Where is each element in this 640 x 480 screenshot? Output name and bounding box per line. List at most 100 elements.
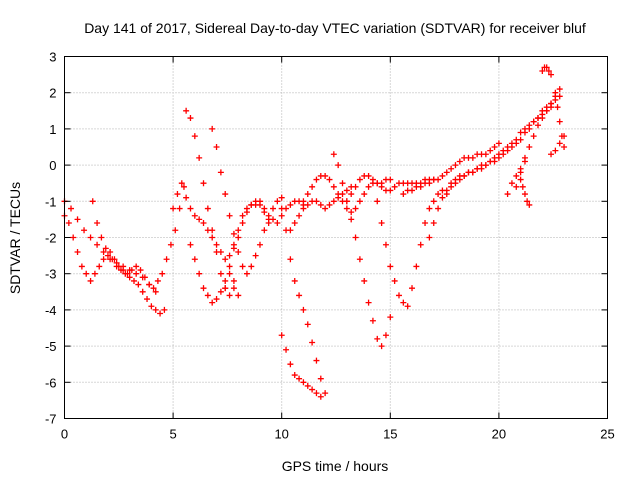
data-point xyxy=(552,89,559,96)
data-point xyxy=(196,270,203,277)
data-point xyxy=(283,346,290,353)
x-tick-label: 15 xyxy=(383,427,397,442)
data-point xyxy=(187,115,194,122)
data-point xyxy=(133,263,140,270)
series-arc-9 xyxy=(278,332,329,400)
data-point xyxy=(252,201,259,208)
data-point xyxy=(435,176,442,183)
data-point xyxy=(74,248,81,255)
data-point xyxy=(526,201,533,208)
data-point xyxy=(115,263,122,270)
data-point xyxy=(230,241,237,248)
data-point xyxy=(104,252,111,259)
data-point xyxy=(239,220,246,227)
data-point xyxy=(448,165,455,172)
data-point xyxy=(204,205,211,212)
data-point xyxy=(552,147,559,154)
data-point xyxy=(304,201,311,208)
data-point xyxy=(456,158,463,165)
data-point xyxy=(235,292,242,299)
data-point xyxy=(524,198,531,205)
y-tick-label: -2 xyxy=(45,231,57,246)
data-point xyxy=(430,198,437,205)
data-point xyxy=(322,205,329,212)
y-tick-label: -4 xyxy=(45,303,57,318)
data-point xyxy=(300,379,307,386)
data-point xyxy=(365,172,372,179)
data-point xyxy=(296,292,303,299)
data-point xyxy=(139,288,146,295)
data-point xyxy=(213,144,220,150)
data-point xyxy=(65,220,72,227)
data-point xyxy=(513,172,520,179)
data-point xyxy=(83,270,90,277)
data-point xyxy=(495,154,502,161)
data-point xyxy=(517,165,524,172)
data-point xyxy=(369,176,376,183)
data-point xyxy=(378,183,385,190)
data-point xyxy=(163,256,170,263)
data-point xyxy=(361,191,368,198)
data-point xyxy=(74,216,81,223)
data-point xyxy=(378,343,385,350)
x-tick-label: 5 xyxy=(169,427,176,442)
data-point xyxy=(287,201,294,208)
data-point xyxy=(191,256,198,263)
data-point xyxy=(304,191,311,198)
data-point xyxy=(534,122,541,129)
data-point xyxy=(443,191,450,198)
series-arc-5 xyxy=(183,107,237,299)
data-point xyxy=(200,180,207,187)
data-point xyxy=(461,172,468,179)
data-point xyxy=(78,263,85,270)
data-point xyxy=(456,176,463,183)
data-point xyxy=(148,303,155,310)
data-point xyxy=(561,133,568,140)
data-point xyxy=(87,234,94,241)
data-point xyxy=(519,183,526,190)
data-point xyxy=(335,162,342,169)
data-point xyxy=(235,227,242,234)
axis-ticks: 0 5 10 15 20 25 -7 -6 -5 -4 -3 -2 -1 0 1 2 3 xyxy=(45,50,615,442)
data-point xyxy=(452,180,459,187)
data-point xyxy=(513,183,520,190)
data-point xyxy=(204,292,211,299)
data-point xyxy=(313,357,320,364)
data-point xyxy=(196,216,203,223)
data-point xyxy=(217,169,224,176)
data-point xyxy=(265,212,272,219)
series-arc-25 xyxy=(548,133,568,158)
data-point xyxy=(387,263,394,270)
data-point xyxy=(300,198,307,205)
data-point xyxy=(126,274,133,281)
data-point xyxy=(196,154,203,161)
data-point xyxy=(152,306,159,313)
data-point xyxy=(530,118,537,125)
data-point xyxy=(409,187,416,194)
data-point xyxy=(369,317,376,324)
data-point xyxy=(278,212,285,219)
data-point xyxy=(243,205,250,212)
data-series xyxy=(61,64,568,400)
data-point xyxy=(274,220,281,227)
data-point xyxy=(517,176,524,183)
data-point xyxy=(317,201,324,208)
data-point xyxy=(70,234,77,241)
data-point xyxy=(356,198,363,205)
data-point xyxy=(230,285,237,292)
data-point xyxy=(187,241,194,248)
data-point xyxy=(96,263,103,270)
data-point xyxy=(356,256,363,263)
data-point xyxy=(508,180,515,187)
data-point xyxy=(548,71,555,78)
data-point xyxy=(391,277,398,284)
data-point xyxy=(152,288,159,295)
data-point xyxy=(304,321,311,328)
data-point xyxy=(374,180,381,187)
data-point xyxy=(317,375,324,382)
data-point xyxy=(213,241,220,248)
data-point xyxy=(256,198,263,205)
y-tick-label: -6 xyxy=(45,375,57,390)
series-arc-16 xyxy=(400,140,502,198)
series-arc-20 xyxy=(513,86,563,190)
